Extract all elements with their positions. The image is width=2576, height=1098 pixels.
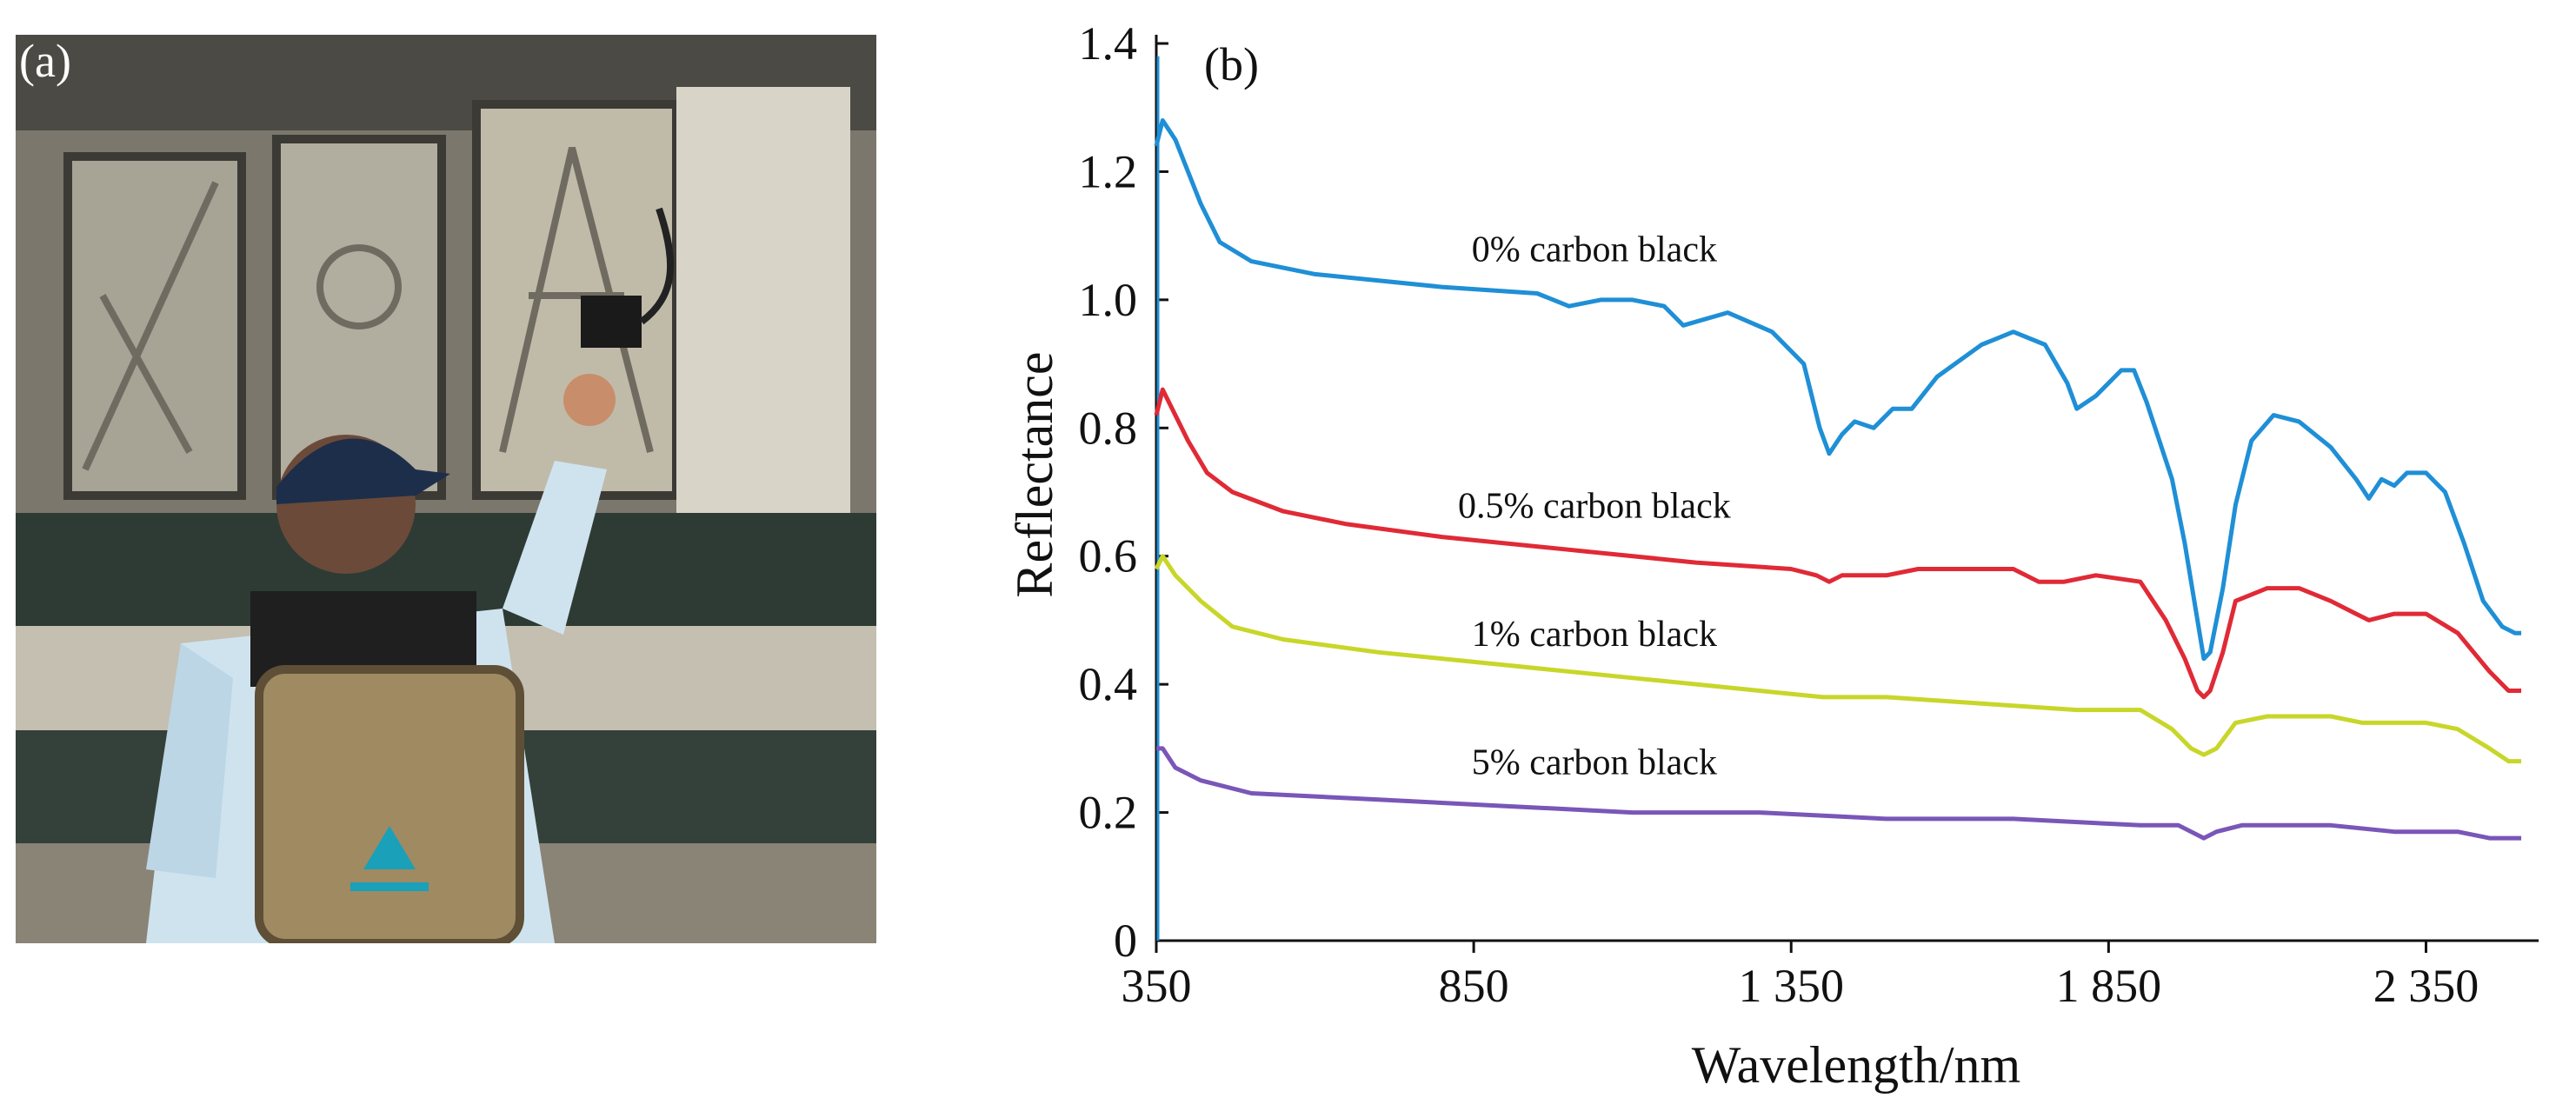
x-tick-label: 850 [1439,960,1509,1012]
field-photo-drawing: (a) [16,35,876,943]
series-line-0 [1154,118,2521,662]
chart-svg: 0 0.2 0.4 0.6 0.8 1.0 1.2 1.4 350 850 1 350 1 850 2… [1006,17,2539,1094]
cap [276,438,450,504]
series-layer [1154,56,2521,941]
series-labels: 0% carbon black 0.5% carbon black 1% carbo… [1458,230,1731,783]
y-tick-label: 0.6 [1079,530,1138,582]
panel-a-tag: (a) [19,35,71,87]
y-axis-title: Reflectance [1006,351,1063,597]
y-axis: 0 0.2 0.4 0.6 0.8 1.0 1.2 1.4 [1079,17,1168,967]
y-tick-label: 1.4 [1079,17,1138,70]
spectrometer-probe [581,296,642,348]
series-label-3: 5% carbon black [1472,742,1717,782]
series-label-2: 1% carbon black [1472,615,1717,655]
series-line-2 [1154,554,2521,764]
reflectance-chart: 0 0.2 0.4 0.6 0.8 1.0 1.2 1.4 350 850 1 350 1 850 2… [982,0,2576,1098]
y-tick-label: 1.2 [1079,145,1138,197]
x-tick-label: 1 350 [1738,960,1843,1012]
series-line-3 [1156,746,2521,841]
x-axis-title: Wavelength/nm [1692,1036,2020,1094]
x-tick-label: 1 850 [2056,960,2162,1012]
x-tick-label: 2 350 [2373,960,2479,1012]
series-label-0: 0% carbon black [1472,230,1717,270]
series-label-1: 0.5% carbon black [1458,486,1731,526]
x-tick-label: 350 [1122,960,1192,1012]
y-tick-label: 0 [1114,915,1137,967]
hand [563,374,616,426]
x-axis: 350 850 1 350 1 850 2 350 [1122,939,2539,1012]
y-tick-label: 1.0 [1079,274,1138,326]
panel-b-tag: (b) [1204,38,1259,90]
raised-arm [503,461,607,635]
field-photo: (a) [16,35,876,943]
backpack [255,665,524,943]
y-tick-label: 0.8 [1079,402,1138,454]
y-tick-label: 0.4 [1079,658,1138,710]
series-line-1 [1154,387,2521,700]
y-tick-label: 0.2 [1079,787,1138,839]
sunlit-wall [676,87,850,522]
backpack-logo [363,826,416,869]
